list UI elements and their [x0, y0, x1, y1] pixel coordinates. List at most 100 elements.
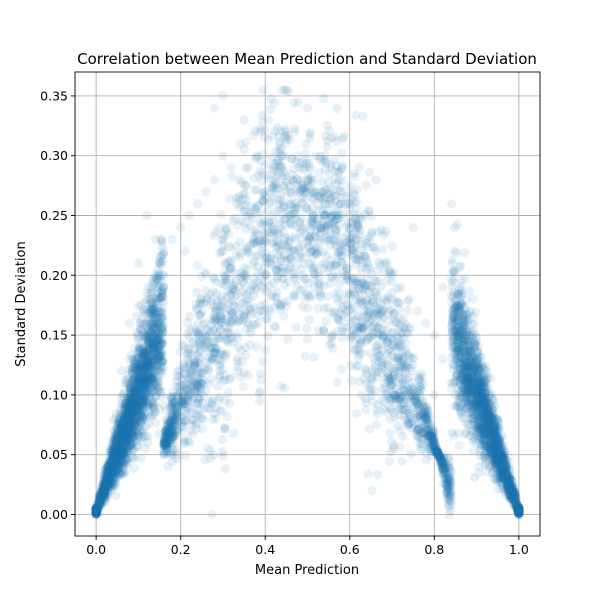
data-point: [122, 401, 132, 411]
data-point: [180, 450, 190, 461]
data-point: [455, 306, 465, 316]
data-point: [297, 180, 307, 190]
data-point: [416, 369, 426, 379]
data-point: [218, 151, 228, 161]
data-point: [392, 421, 403, 431]
data-point: [474, 372, 484, 383]
data-point: [408, 222, 418, 233]
data-point: [417, 428, 428, 438]
data-point: [467, 413, 477, 423]
data-point: [151, 383, 162, 393]
data-point: [510, 491, 520, 501]
data-point: [128, 429, 138, 440]
data-point: [492, 442, 502, 452]
data-point: [163, 462, 173, 472]
data-point: [267, 292, 277, 302]
data-point: [512, 500, 522, 510]
data-point: [449, 431, 459, 441]
data-point: [255, 396, 265, 406]
data-point: [449, 275, 459, 285]
data-point: [482, 365, 492, 376]
data-point: [300, 163, 310, 173]
data-point: [472, 391, 482, 401]
scatter-points: [91, 85, 524, 520]
data-point: [107, 473, 117, 483]
data-point: [493, 436, 503, 446]
data-point: [107, 458, 118, 468]
data-point: [108, 478, 118, 488]
data-point: [118, 429, 128, 439]
data-point: [121, 411, 131, 422]
data-point: [176, 380, 186, 391]
data-point: [193, 261, 203, 271]
data-point: [243, 295, 254, 305]
data-point: [512, 501, 522, 511]
data-point: [498, 467, 508, 477]
data-point: [450, 401, 460, 411]
data-point: [469, 362, 479, 372]
data-point: [493, 466, 503, 476]
data-point: [172, 424, 182, 434]
data-point: [111, 464, 121, 474]
data-point: [162, 426, 173, 436]
data-point: [171, 411, 182, 421]
data-point: [239, 368, 249, 378]
data-point: [124, 412, 134, 422]
data-point: [478, 390, 488, 401]
data-point: [133, 396, 143, 406]
data-point: [497, 479, 507, 490]
data-point: [462, 327, 472, 337]
data-point: [485, 448, 495, 458]
data-point: [294, 163, 304, 173]
data-point: [458, 340, 468, 350]
data-point: [259, 191, 269, 201]
data-point: [319, 303, 330, 314]
data-point: [112, 451, 122, 462]
data-point: [451, 376, 461, 386]
data-point: [461, 370, 471, 380]
data-point: [463, 389, 474, 399]
data-point: [91, 507, 101, 517]
data-point: [395, 342, 406, 352]
data-point: [491, 444, 501, 454]
data-point: [202, 357, 212, 367]
data-point: [488, 395, 499, 405]
data-point: [184, 332, 195, 342]
data-point: [101, 461, 112, 471]
data-point: [454, 398, 464, 408]
data-point: [267, 165, 277, 175]
data-point: [434, 450, 444, 461]
data-point: [343, 300, 353, 310]
data-point: [209, 231, 219, 241]
data-point: [378, 258, 389, 268]
data-point: [351, 362, 361, 372]
data-point: [112, 434, 122, 444]
data-point: [365, 308, 375, 318]
data-point: [371, 175, 381, 185]
data-point: [226, 163, 237, 173]
data-point: [364, 167, 375, 177]
data-point: [478, 362, 488, 372]
data-point: [351, 110, 361, 120]
data-point: [370, 276, 381, 286]
data-point: [367, 322, 377, 333]
data-point: [480, 450, 490, 460]
data-point: [514, 505, 524, 515]
data-point: [260, 186, 270, 197]
data-point: [209, 103, 220, 113]
data-point: [204, 378, 214, 389]
data-point: [151, 361, 161, 371]
data-point: [97, 485, 108, 496]
data-point: [478, 369, 489, 379]
data-point: [417, 397, 427, 407]
data-point: [473, 393, 483, 403]
data-point: [111, 456, 121, 466]
data-point: [138, 354, 148, 364]
data-point: [271, 292, 281, 303]
data-point: [351, 234, 361, 244]
data-point: [459, 301, 469, 311]
data-point: [366, 390, 376, 401]
data-point: [487, 468, 498, 478]
data-point: [91, 504, 101, 514]
data-point: [104, 476, 114, 486]
